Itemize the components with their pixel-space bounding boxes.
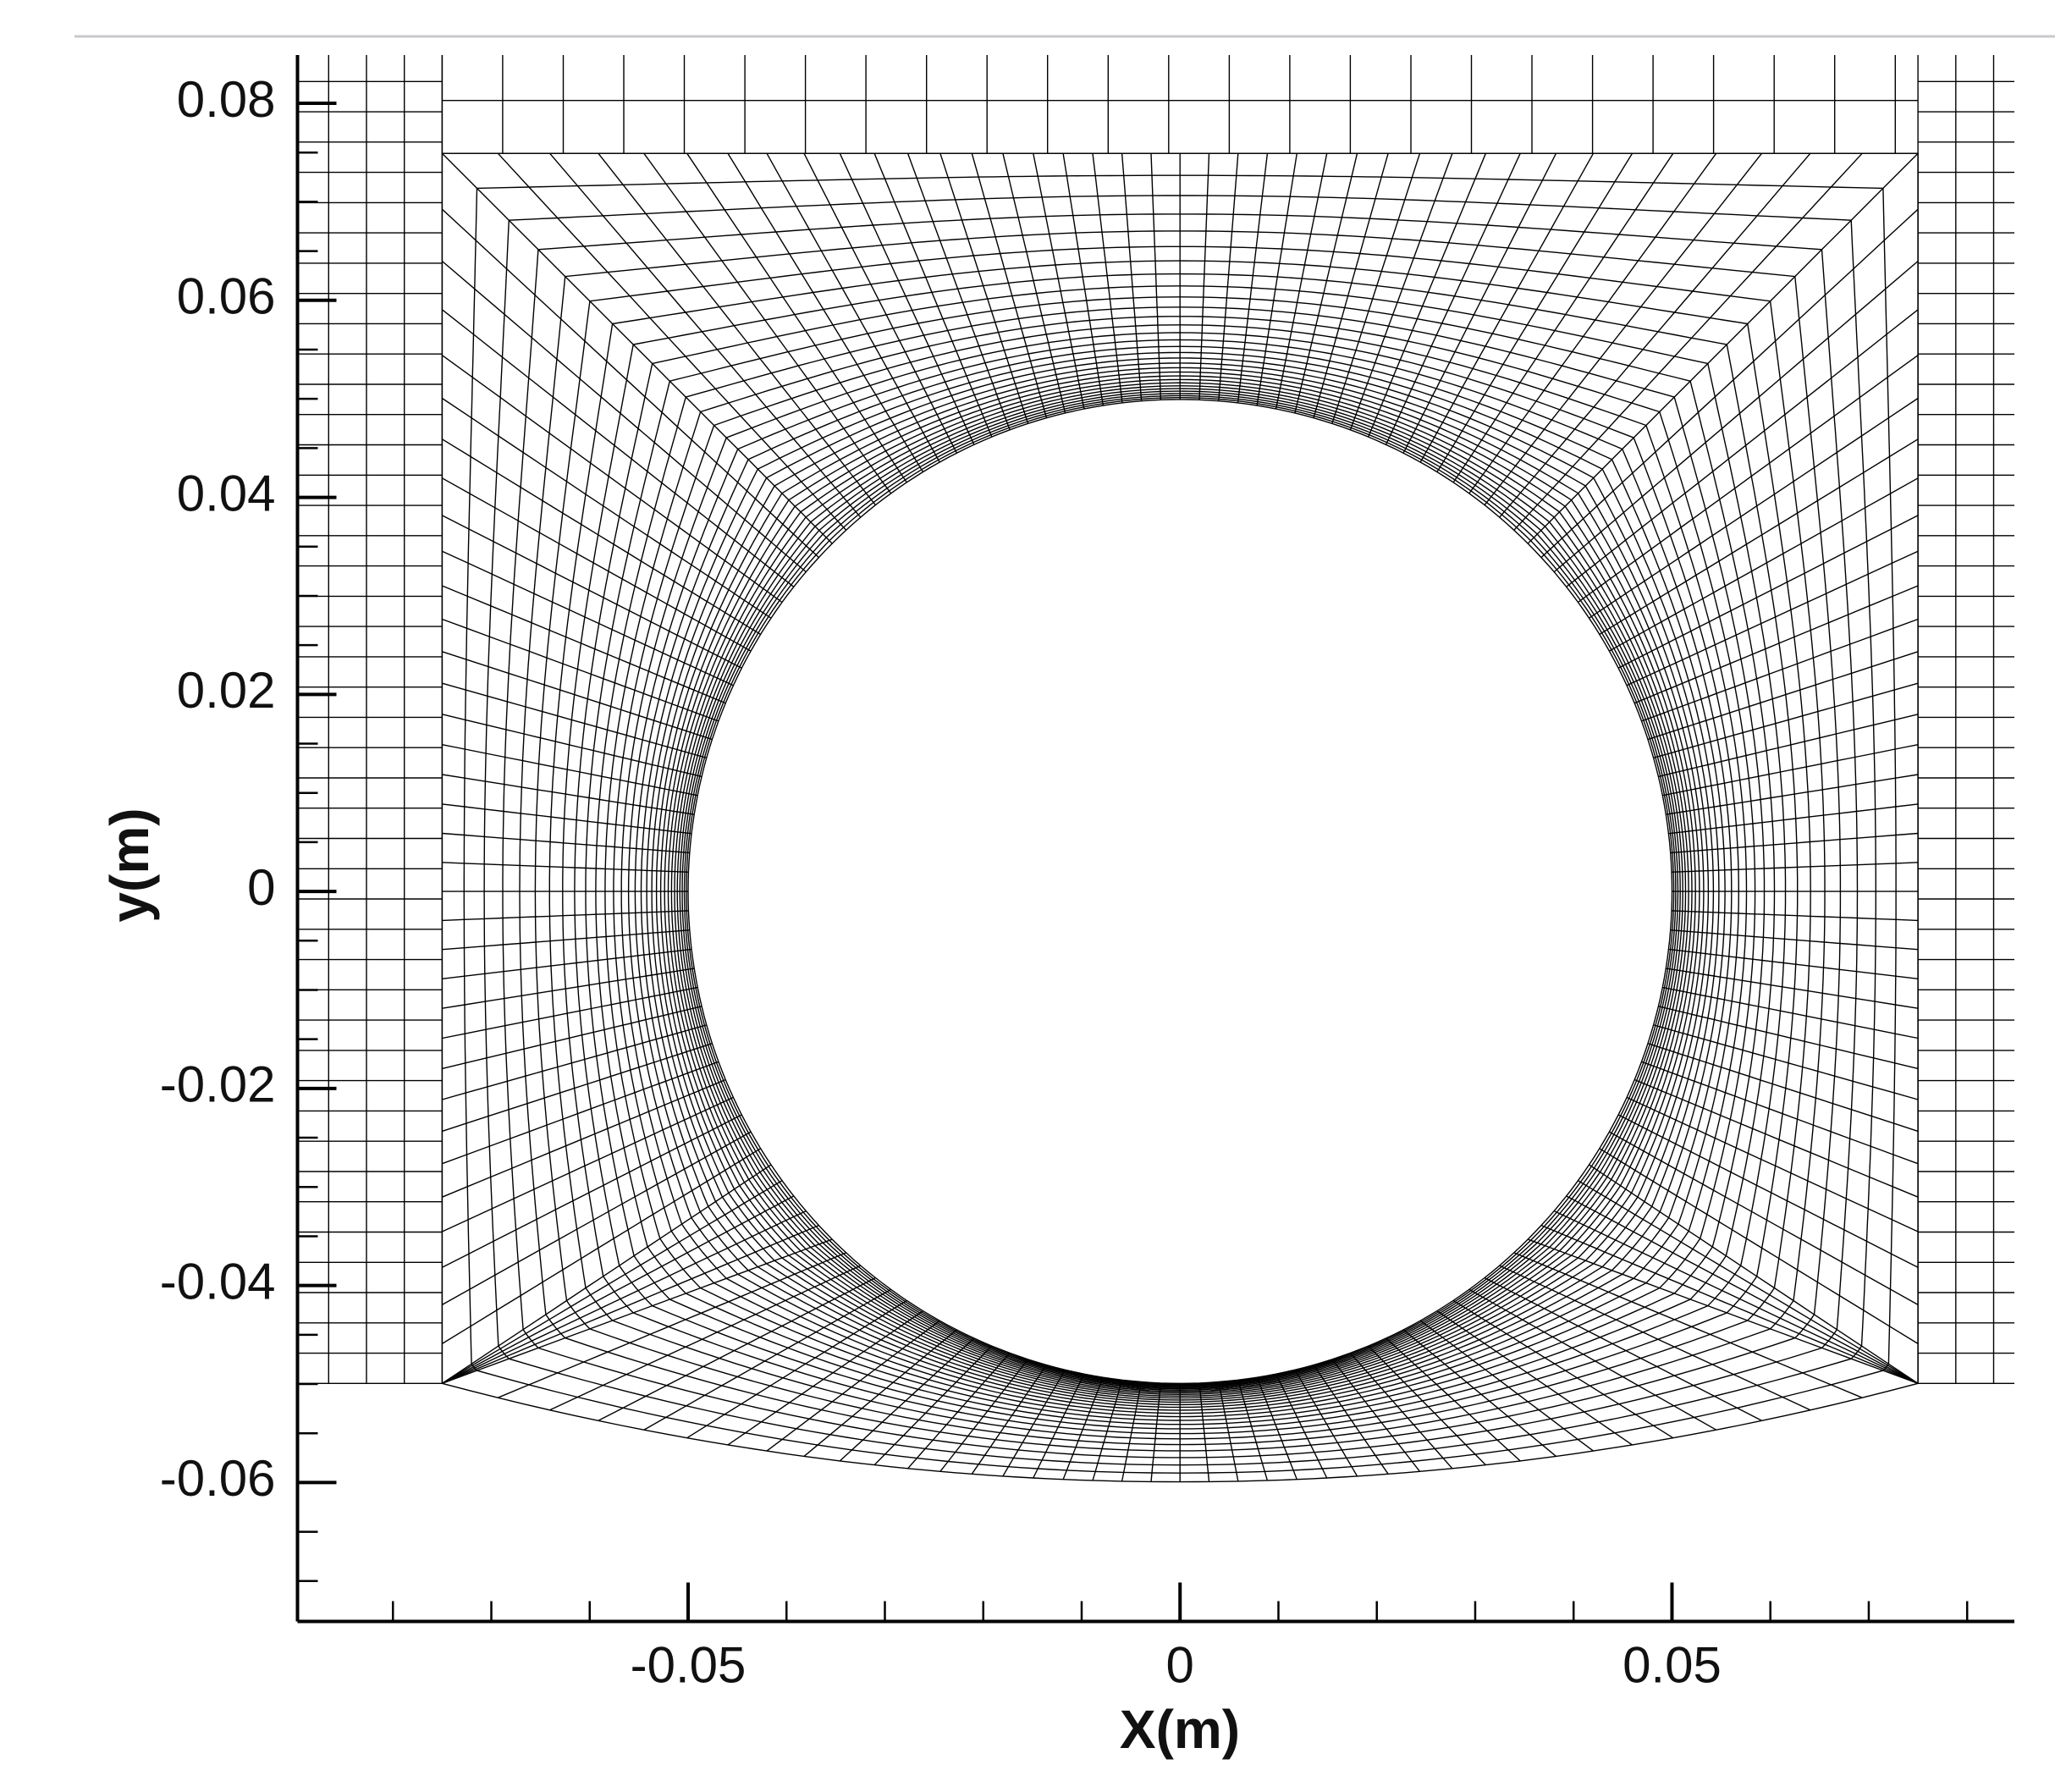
mesh-line [549, 152, 862, 518]
mesh-line [674, 385, 1687, 1390]
mesh-line [1527, 152, 1919, 544]
mesh-line [1540, 208, 1919, 559]
mesh-line [683, 394, 1677, 1386]
mesh-line [643, 152, 892, 494]
mesh-line [670, 382, 1689, 1391]
mesh-line [640, 351, 1720, 1403]
mesh-line [1513, 152, 1863, 531]
x-axis-label: X(m) [1120, 1699, 1240, 1760]
mesh-line [1331, 152, 1421, 424]
y-tick-label: 0.06 [177, 268, 276, 325]
mesh-line [502, 213, 1859, 1458]
mesh-line [651, 362, 1710, 1399]
mesh-line [562, 273, 1799, 1435]
mesh-line [803, 152, 958, 454]
mesh-line [667, 378, 1693, 1392]
mesh-line [441, 260, 807, 573]
mesh-line [679, 390, 1681, 1387]
mesh-line [627, 339, 1733, 1409]
mesh-line [585, 296, 1776, 1425]
x-tick-label: -0.05 [631, 1636, 747, 1693]
mesh-line [681, 393, 1679, 1387]
mesh-line [1499, 152, 1811, 518]
mesh-line [686, 396, 1675, 1385]
y-tick-label: 0.08 [177, 71, 276, 128]
mesh-line [766, 152, 940, 463]
x-tick-label: 0 [1166, 1636, 1194, 1693]
y-tick-label: -0.02 [160, 1056, 276, 1113]
mesh-line [655, 367, 1705, 1398]
mesh-line [1402, 152, 1557, 454]
mesh-line [441, 152, 833, 544]
mesh-line [1468, 152, 1717, 494]
mesh-line [1553, 260, 1919, 573]
mesh-line [613, 324, 1748, 1414]
mesh-line [441, 355, 783, 604]
y-tick-label: 0.04 [177, 465, 276, 521]
mesh-line [548, 260, 1811, 1440]
mesh-line [519, 230, 1842, 1452]
y-tick-label: -0.06 [160, 1450, 276, 1507]
mesh-line [549, 1265, 862, 1411]
mesh-line [442, 477, 752, 652]
mesh-line [664, 375, 1696, 1394]
mesh-line [574, 285, 1787, 1430]
mesh-line [441, 208, 819, 559]
mesh-line [634, 345, 1726, 1406]
mesh-line [676, 388, 1683, 1389]
mesh-line [463, 174, 1897, 1474]
mesh-line [442, 1043, 713, 1133]
y-axis-label: y(m) [99, 808, 160, 922]
mesh-line [620, 332, 1740, 1411]
mesh-line [1578, 355, 1919, 604]
mesh-line [497, 152, 847, 531]
mesh-line [659, 371, 1700, 1396]
y-tick-label: 0.02 [177, 662, 276, 719]
mesh-line [442, 515, 742, 669]
mesh-line [1647, 651, 1919, 741]
y-tick-label: -0.04 [160, 1253, 276, 1310]
mesh-line [1419, 152, 1595, 463]
mesh-line [483, 195, 1877, 1466]
mesh-line [442, 651, 713, 741]
mesh-line [646, 357, 1715, 1401]
mesh-line [1617, 515, 1919, 669]
x-tick-label: 0.05 [1623, 1636, 1722, 1693]
mesh-line [534, 245, 1826, 1446]
mesh [297, 55, 2014, 1483]
mesh-line [939, 152, 1029, 424]
mesh-line [595, 306, 1766, 1421]
mesh-line [1647, 1043, 1919, 1133]
mesh-line [687, 399, 1673, 1385]
mesh-line [1609, 477, 1919, 652]
y-tick-label: 0 [247, 859, 275, 916]
mesh-line [604, 316, 1756, 1418]
mesh-line [1499, 1265, 1811, 1411]
